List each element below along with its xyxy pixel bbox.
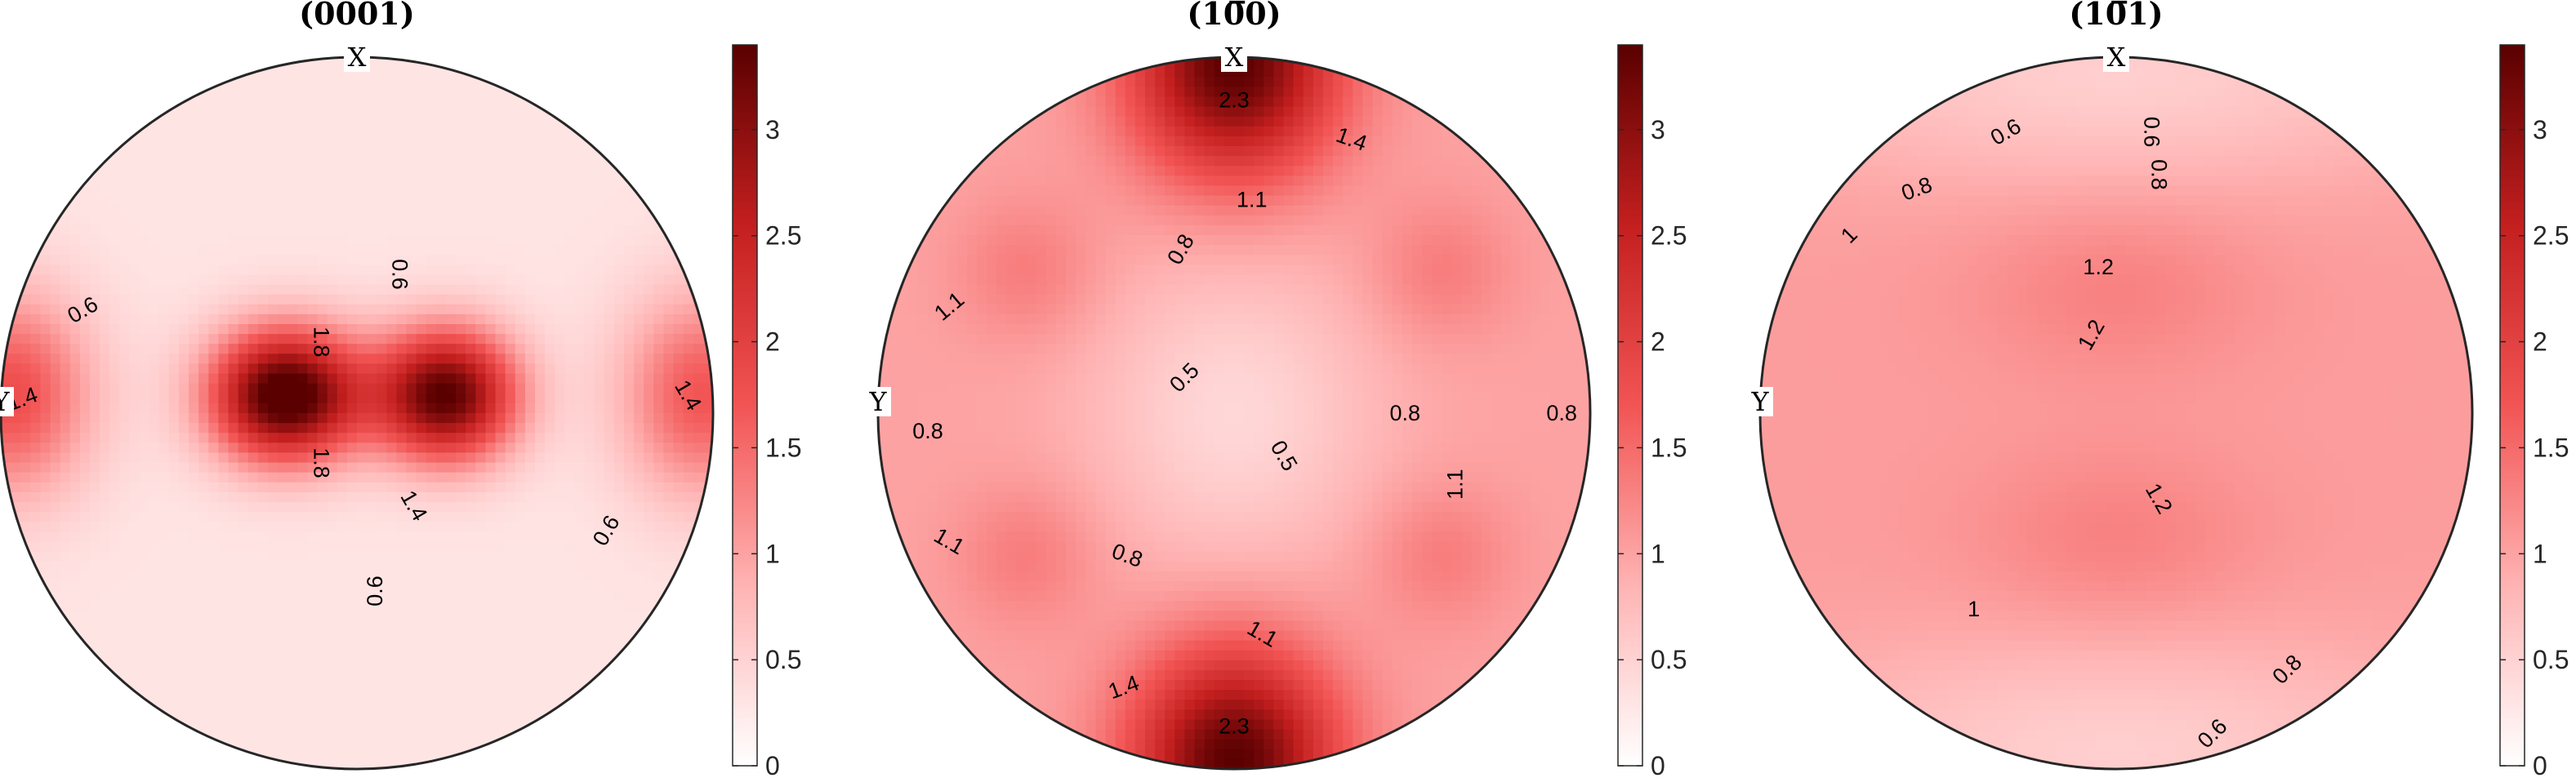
axis-label-y: Y	[868, 386, 887, 417]
colorbar-tick-label: 1	[1651, 539, 1665, 568]
colorbar-tick-label: 1.5	[1651, 433, 1687, 462]
colorbar-tick-label: 0	[765, 751, 780, 778]
contour-label: 0.6	[363, 576, 387, 607]
colorbar-tick-label: 2	[1651, 327, 1665, 357]
colorbar-tick-label: 1	[2533, 539, 2547, 568]
panel-title: (10̅1)	[2069, 0, 2163, 32]
density-map	[1760, 57, 2472, 769]
pole-figure-panel-0: 0.61.40.60.61.40.61.81.81.4(0001)XY00.51…	[0, 0, 801, 778]
contour-label: 0.8	[1546, 401, 1577, 425]
colorbar: 0 0.5 1 1.5 2 2.5 3	[1617, 44, 1687, 778]
colorbar-tick-label: 2	[2533, 327, 2547, 357]
colorbar: 0 0.5 1 1.5 2 2.5 3	[2499, 44, 2569, 778]
colorbar-tick-label: 2	[765, 327, 780, 357]
pole-figure-panel-2: 0.6 0.60.8 0.811.21.21.210.80.6(10̅1)XY00.…	[1747, 0, 2569, 778]
contour-label: 0.8	[912, 419, 943, 443]
contour-label: 1	[1968, 597, 1980, 621]
colorbar-tick-label: 0.5	[2533, 645, 2569, 674]
pole-figure-panel-1: 2.31.41.10.81.10.80.80.50.50.81.11.1 0.81…	[865, 0, 1687, 778]
density-map	[878, 57, 1590, 769]
contour-label: 2.3	[1219, 87, 1250, 112]
contour-label: 0.8	[2146, 159, 2171, 190]
colorbar-tick-label: 0.5	[1651, 645, 1687, 674]
colorbar-tick-label: 1.5	[765, 433, 801, 462]
contour-label: 1.8	[309, 327, 333, 358]
colorbar-tick-label: 1	[765, 539, 780, 568]
colorbar-tick-label: 3	[2533, 115, 2547, 144]
colorbar-tick-label: 1.5	[2533, 433, 2569, 462]
colorbar-tick-label: 2.5	[2533, 221, 2569, 251]
contour-label: 0.8	[1390, 401, 1421, 425]
contour-label: 2.3	[1219, 714, 1250, 739]
colorbar-tick-label: 0	[2533, 751, 2547, 778]
axis-label-x: X	[2107, 42, 2126, 73]
colorbar: 0 0.5 1 1.5 2 2.5 3	[732, 44, 801, 778]
colorbar-tick-label: 0.5	[765, 645, 801, 674]
axis-label-x: X	[348, 42, 367, 73]
contour-label: 1.1	[1442, 469, 1467, 500]
colorbar-tick-label: 2.5	[765, 221, 801, 251]
contour-label: 0.6	[387, 259, 412, 290]
contour-label: 1.1	[1237, 187, 1268, 211]
contour-label: 0.6	[2140, 117, 2164, 148]
contour-label: 1.8	[309, 447, 333, 478]
panel-title: (0001)	[299, 0, 415, 32]
colorbar-tick-label: 3	[1651, 115, 1665, 144]
contour-label: 1.2	[2083, 255, 2114, 279]
axis-label-y: Y	[0, 386, 10, 417]
panel-title: (10̅0)	[1187, 0, 1281, 32]
density-map	[1, 57, 713, 769]
colorbar-tick-label: 3	[765, 115, 780, 144]
colorbar-tick-label: 0	[1651, 751, 1665, 778]
colorbar-tick-label: 2.5	[1651, 221, 1687, 251]
axis-label-x: X	[1225, 42, 1244, 73]
axis-label-y: Y	[1750, 386, 1769, 417]
